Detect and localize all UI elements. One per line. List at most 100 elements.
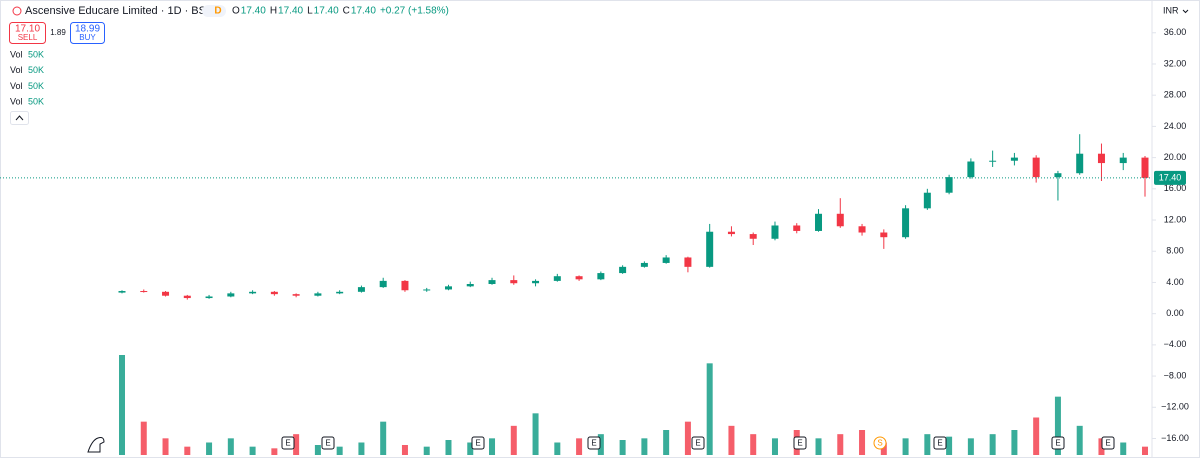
volume-bar: [1076, 425, 1083, 455]
indicator-name: Vol: [10, 49, 23, 59]
volume-bar: [684, 421, 691, 455]
watermark-logo: [87, 437, 105, 453]
event-marker: [471, 436, 485, 450]
volume-bar: [293, 434, 300, 455]
candle-body: [771, 225, 779, 239]
event-label: E: [325, 439, 330, 448]
candle-body: [575, 276, 583, 280]
candle-body: [727, 231, 735, 235]
indicator-value: 50K: [28, 81, 44, 91]
ohlc-key: O: [232, 6, 240, 17]
volume-bar: [554, 442, 561, 455]
volume-bar: [597, 434, 604, 455]
event-marker: [1101, 436, 1115, 450]
candle-body: [162, 291, 170, 296]
volume-bar: [946, 436, 953, 455]
event-marker: [873, 436, 887, 450]
volume-bar: [423, 446, 430, 455]
candle-body: [706, 231, 714, 267]
event-label: E: [797, 439, 802, 448]
event-label: S: [877, 439, 882, 448]
candle-body: [945, 177, 953, 193]
collapse-button[interactable]: [10, 111, 29, 125]
volume-bar: [206, 442, 213, 455]
candle-body: [902, 208, 910, 238]
candle-body: [205, 296, 213, 299]
candle-body: [314, 293, 322, 296]
event-marker: [281, 436, 295, 450]
candle-body: [510, 280, 518, 284]
volume-bar: [162, 438, 169, 455]
candle-body: [553, 276, 561, 281]
candle-body: [989, 160, 997, 162]
candle-body: [967, 161, 975, 178]
sell-button[interactable]: [9, 22, 46, 44]
volume-bar: [902, 438, 909, 455]
currency[interactable]: INR: [1163, 5, 1179, 15]
last-price-box: [1154, 170, 1186, 185]
currency-caret: [1182, 9, 1189, 14]
candle-body: [923, 192, 931, 209]
candle-body: [444, 286, 452, 290]
candle-body: [118, 291, 126, 293]
y-tick-label: 32.00: [1164, 58, 1187, 68]
volume-bar: [706, 363, 713, 455]
volume-bar: [1011, 430, 1018, 455]
candle-body: [836, 213, 844, 227]
candle-body: [401, 280, 409, 291]
ohlc-key: H: [270, 6, 277, 17]
y-tick-label: 20.00: [1164, 152, 1187, 162]
indicator-name: Vol: [10, 96, 23, 106]
candle-body: [1076, 153, 1084, 174]
volume-bar: [358, 442, 365, 455]
candle-body: [227, 293, 235, 297]
indicator-name: Vol: [10, 81, 23, 91]
volume-bar: [489, 438, 496, 455]
volume-bar: [184, 446, 191, 455]
candle-body: [1010, 157, 1018, 161]
y-tick-label: −16.00: [1161, 433, 1189, 443]
event-label: E: [475, 439, 480, 448]
volume-bar: [140, 421, 147, 455]
volume-bar: [249, 446, 256, 455]
volume-bar: [924, 434, 931, 455]
sell-price: 17.10: [15, 24, 40, 35]
y-tick-label: 4.00: [1166, 277, 1184, 287]
candle-body: [640, 262, 648, 267]
indicator-name: Vol: [10, 65, 23, 75]
ohlc-value: 17.40: [278, 6, 303, 17]
event-label: E: [1105, 439, 1110, 448]
volume-bar: [314, 445, 321, 455]
volume-bar: [401, 445, 408, 455]
candle-body: [684, 257, 692, 267]
buy-label: BUY: [79, 33, 96, 42]
volume-bar: [837, 434, 844, 455]
candle-body: [749, 234, 757, 239]
event-marker: [1051, 436, 1065, 450]
volume-bar: [815, 438, 822, 455]
symbol-title[interactable]: Ascensive Educare Limited · 1D · BSE: [25, 5, 213, 17]
symbol-logo: [12, 6, 22, 16]
event-marker: [691, 436, 705, 450]
buy-button[interactable]: [70, 22, 105, 44]
volume-bar: [619, 440, 626, 455]
candle-body: [1054, 173, 1062, 178]
candle-body: [597, 273, 605, 280]
volume-bar: [1054, 396, 1061, 455]
indicator-value: 50K: [28, 65, 44, 75]
candle-body: [336, 291, 344, 294]
ohlc-value: 17.40: [314, 6, 339, 17]
y-tick-label: 36.00: [1164, 27, 1187, 37]
candle-body: [270, 291, 278, 295]
candle-body: [662, 257, 670, 263]
ohlc-value: 17.40: [351, 6, 376, 17]
event-label: E: [695, 439, 700, 448]
volume-bar: [771, 438, 778, 455]
volume-bar: [119, 355, 125, 455]
spread: 1.89: [50, 28, 66, 37]
y-tick-label: 8.00: [1166, 246, 1184, 256]
candle-body: [793, 225, 801, 231]
y-tick-label: −12.00: [1161, 402, 1189, 412]
volume-bar: [1142, 446, 1148, 455]
